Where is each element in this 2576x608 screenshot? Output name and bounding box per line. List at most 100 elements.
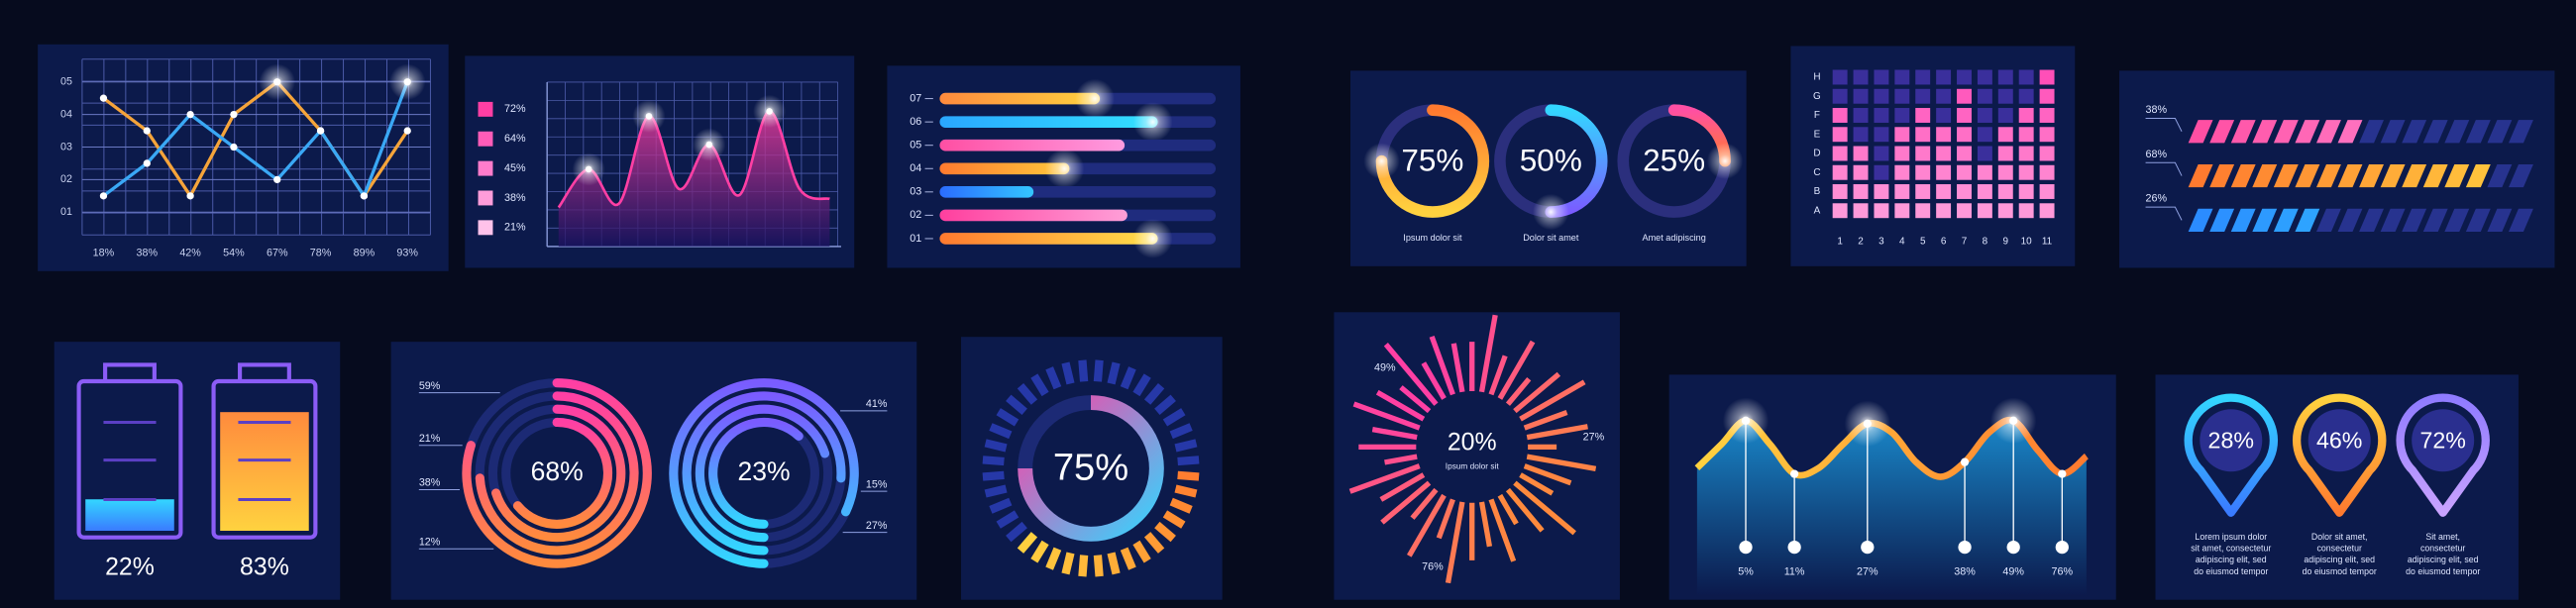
x-tick-label: 18% — [93, 247, 115, 258]
cell — [1997, 127, 2013, 143]
point — [273, 78, 281, 86]
segment — [1143, 382, 1165, 405]
stripe — [2252, 163, 2278, 188]
segment — [1045, 547, 1062, 570]
cell — [1957, 146, 1972, 161]
pin-text: do eiusmod tempor — [2303, 566, 2377, 576]
ray — [1421, 361, 1447, 400]
row-label: E — [1814, 129, 1821, 140]
ray — [1497, 493, 1519, 526]
cell — [2039, 184, 2055, 199]
cell — [2018, 69, 2034, 85]
cell — [1977, 146, 1992, 161]
cell — [1936, 69, 1952, 85]
column — [1853, 69, 1869, 219]
ring-arc — [708, 417, 804, 529]
ray — [1519, 472, 1555, 496]
pin-label: 28% — [2208, 428, 2254, 454]
cell — [1957, 108, 1972, 123]
segment — [1061, 552, 1075, 575]
pin-dot — [1861, 540, 1875, 555]
peak — [766, 108, 773, 115]
segment — [1169, 497, 1193, 514]
stripe — [2316, 208, 2341, 232]
pin-text: Dolor sit amet, — [2311, 532, 2368, 542]
cell — [1853, 108, 1869, 123]
segment — [1162, 510, 1186, 529]
stripe — [2380, 120, 2406, 144]
row-label: F — [1814, 110, 1820, 121]
legend-swatch — [478, 190, 493, 206]
pin-text: adipiscing elit, sed — [2196, 555, 2267, 564]
segment — [1120, 547, 1136, 570]
ring-arc — [695, 404, 830, 543]
cell — [1832, 88, 1848, 104]
segment — [1107, 361, 1121, 385]
column-label: 1 — [1837, 237, 1843, 248]
pin-top — [2058, 469, 2067, 478]
side-label: 15% — [866, 478, 888, 490]
ray — [1383, 343, 1439, 406]
cell — [2018, 146, 2034, 161]
stripe — [2316, 163, 2341, 188]
cell — [1915, 88, 1931, 104]
cell — [1832, 127, 1848, 143]
point — [99, 192, 108, 200]
cell — [1936, 146, 1952, 161]
cell — [1957, 203, 1972, 219]
pin-top — [1863, 419, 1872, 428]
ring-label: 25% — [1643, 143, 1705, 178]
cell — [1874, 203, 1889, 219]
battery-label: 22% — [105, 554, 155, 581]
ray — [1436, 498, 1455, 540]
segment — [982, 470, 1005, 481]
segment — [1174, 484, 1198, 498]
column — [1832, 69, 1848, 219]
column-label: 8 — [1983, 237, 1988, 248]
ring-caption: Dolor sit amet — [1523, 233, 1579, 243]
cell — [1957, 127, 1972, 143]
cell — [1853, 164, 1869, 180]
stripe — [2359, 208, 2384, 232]
cell — [2039, 203, 2055, 219]
cell — [1997, 203, 2013, 219]
ring-arc — [475, 391, 639, 556]
segment — [996, 408, 1020, 427]
stripe — [2337, 208, 2363, 232]
legend-label: 21% — [504, 222, 526, 234]
stripe — [2252, 120, 2278, 144]
ray — [1406, 493, 1447, 557]
area-fill — [558, 111, 830, 247]
segment — [1177, 470, 1200, 481]
panel — [961, 337, 1223, 600]
ray — [1523, 463, 1572, 486]
cell — [2039, 69, 2055, 85]
ray — [1523, 409, 1568, 431]
side-label: 59% — [419, 380, 441, 392]
segment — [1143, 532, 1165, 554]
cell — [2018, 164, 2034, 180]
glow — [1044, 149, 1085, 189]
ring-label: 75% — [1401, 143, 1463, 178]
cell — [1894, 164, 1910, 180]
side-label: 27% — [866, 520, 888, 532]
stripe — [2380, 163, 2406, 188]
cell — [1936, 127, 1952, 143]
cell — [1832, 108, 1848, 123]
leader — [2145, 161, 2183, 176]
pin-dot — [1787, 540, 1801, 555]
segment — [1120, 366, 1136, 390]
cell — [1894, 203, 1910, 219]
ray — [1375, 389, 1426, 422]
stripe — [2230, 163, 2256, 188]
column-label: 11 — [2042, 237, 2053, 248]
pin-outline — [2184, 393, 2279, 517]
segment — [1045, 366, 1062, 390]
cell — [1894, 146, 1910, 161]
segment — [1154, 521, 1176, 543]
x-tick-label: 54% — [223, 247, 245, 258]
stripe — [2209, 163, 2235, 188]
ray — [1384, 454, 1418, 465]
stripe — [2359, 120, 2384, 144]
cell — [2018, 88, 2034, 104]
